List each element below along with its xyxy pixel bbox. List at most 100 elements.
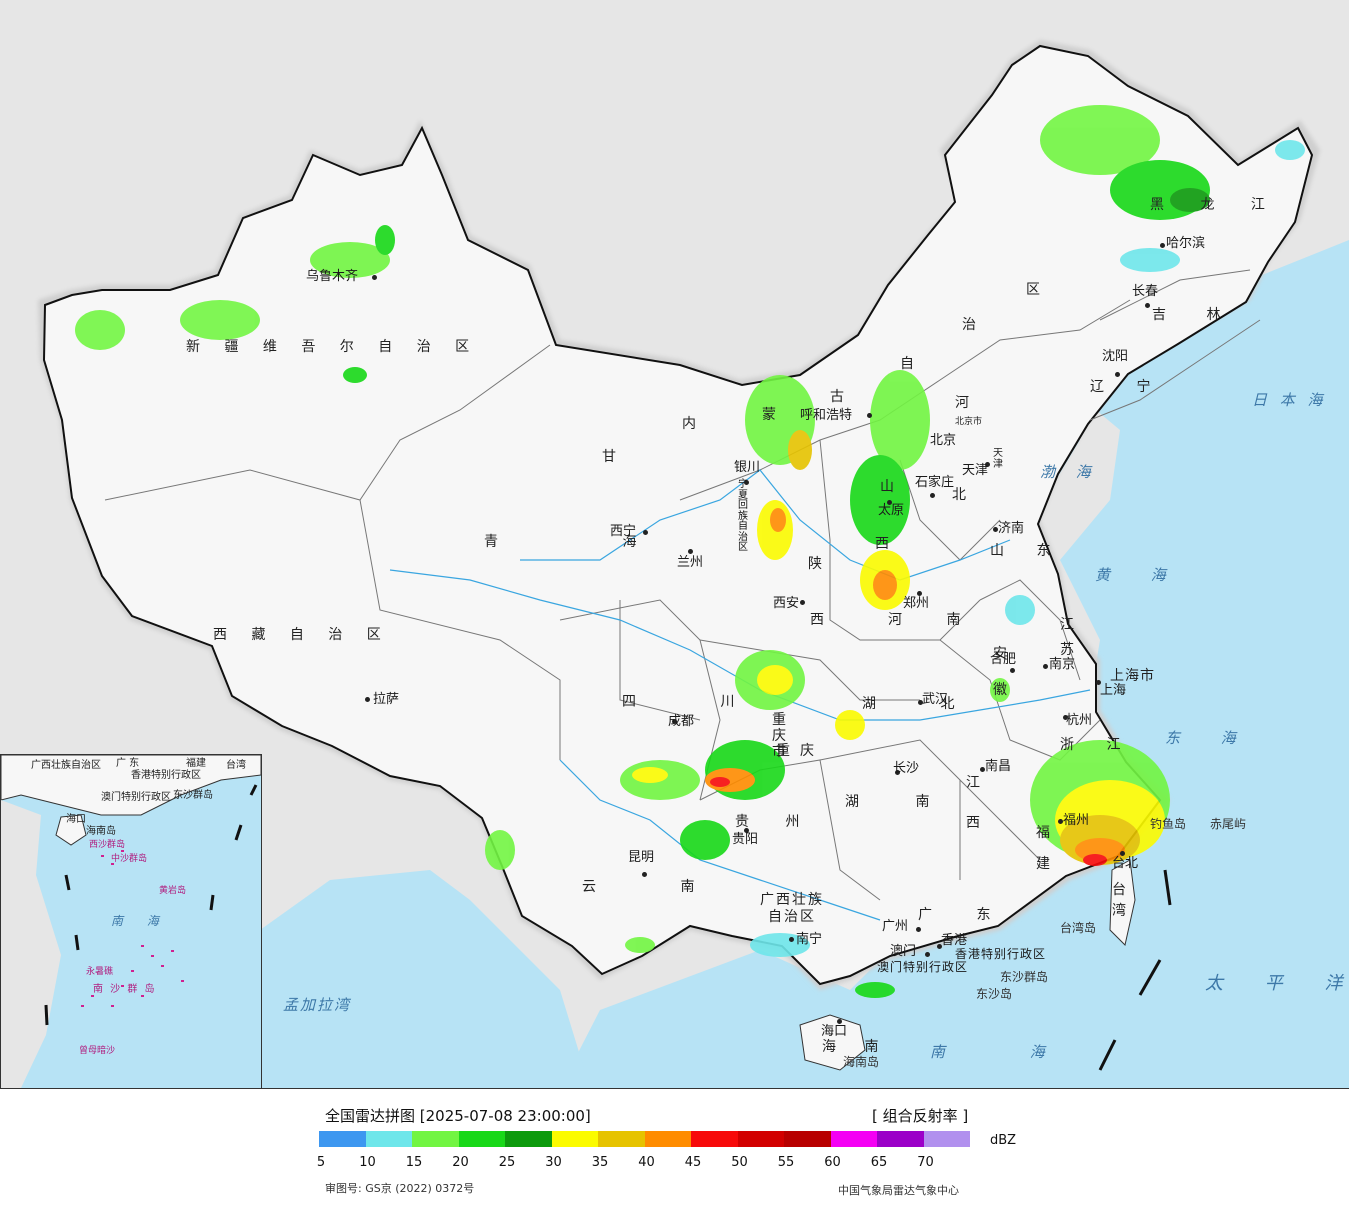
legend-tick-label: 60 (824, 1155, 841, 1170)
legend-swatch (319, 1131, 366, 1147)
city-macao: 澳门 (890, 944, 917, 959)
province-chongqing: 重 庆 市 (772, 712, 786, 761)
inset-label: 永暑礁 (86, 967, 114, 977)
city-dot (837, 1019, 842, 1024)
city-dot (372, 275, 377, 280)
province-gansu: 甘 (602, 449, 626, 465)
city-xian: 西安 (773, 596, 800, 611)
province-hainan: 海 南 (822, 1039, 891, 1055)
city-shanghai: 上海 (1100, 683, 1127, 698)
inset-label: 澳门特别行政区 (101, 792, 171, 803)
map-graphics (38, 40, 1349, 1088)
city-dot (789, 937, 794, 942)
city-dot (1145, 303, 1150, 308)
inset-label: 中沙群岛 (111, 854, 148, 864)
legend-tick-label: 5 (316, 1155, 326, 1170)
sea-east (560, 260, 1349, 1088)
city-dot (1043, 664, 1048, 669)
city-dot (895, 770, 900, 775)
legend-tick-label: 15 (405, 1155, 423, 1170)
city-taiyuan: 太原 (878, 503, 905, 518)
inset-label: 海南岛 (86, 826, 116, 837)
city-dot (918, 700, 923, 705)
city-lanzhou: 兰州 (677, 555, 704, 570)
sea-yellow-label: 黄 海 (1095, 566, 1184, 584)
city-dot (925, 952, 930, 957)
city-dot (688, 549, 693, 554)
map-approval-number: 审图号: GS京 (2022) 0372号 (325, 1182, 475, 1195)
province-guangxi: 广西壮族 (760, 892, 824, 908)
city-beijing: 北京 (930, 433, 957, 448)
inset-label: 曾母暗沙 (79, 1046, 116, 1056)
legend-tick-label: 40 (638, 1155, 655, 1170)
legend-swatch (830, 1131, 877, 1147)
city-dot (643, 530, 648, 535)
province-xi: 西 (875, 536, 899, 552)
province-heilongjiang: 黑 龙 江 (1150, 197, 1281, 213)
legend-swatch (644, 1131, 691, 1147)
legend-tick-label: 30 (545, 1155, 562, 1170)
inset-label: 南 沙 群 岛 (93, 984, 157, 995)
city-dot (800, 600, 805, 605)
city-dot (930, 493, 935, 498)
legend-swatch (784, 1131, 831, 1147)
island-chiwei: 赤尾屿 (1210, 817, 1247, 831)
province-xizang: 西 藏 自 治 区 (213, 627, 391, 643)
inset-label: 西沙群岛 (89, 840, 126, 850)
province-shan: 山 (880, 479, 904, 495)
province-bei: 北 (952, 487, 976, 503)
province-gu: 古 (830, 389, 854, 405)
sea-bohai-label: 渤 海 (1040, 463, 1099, 481)
color-scale-ticks: 5 10 15 20 25 30 35 40 45 50 55 60 65 70 (0, 1155, 1349, 1171)
province-beijing: 北京市 (955, 417, 983, 427)
province-sichuan: 四 川 (622, 694, 775, 710)
city-dot (1115, 372, 1120, 377)
city-nanjing: 南京 (1049, 657, 1076, 672)
legend-tick-label: 65 (870, 1155, 888, 1170)
province-he: 河 (955, 395, 979, 411)
city-hongkong: 香港 (941, 933, 968, 948)
city-haikou: 海口 (821, 1024, 848, 1039)
province-jiangxi-xi: 西 (966, 815, 990, 831)
legend-swatch (691, 1131, 738, 1147)
province-shanghai: 上海市 (1110, 668, 1155, 684)
province-jiang: 江 (966, 775, 990, 791)
province-zi: 自 (900, 356, 924, 372)
legend-swatch (737, 1131, 784, 1147)
legend-swatch (365, 1131, 412, 1147)
province-zhejiang: 浙 江 (1060, 737, 1135, 753)
island-dongsha: 东沙岛 (976, 987, 1013, 1001)
province-zhi: 治 (962, 317, 986, 333)
legend-unit: dBZ (990, 1133, 1017, 1148)
city-dot (980, 767, 985, 772)
city-changsha: 长沙 (893, 761, 920, 776)
city-changchun: 长春 (1132, 284, 1159, 299)
inset-label: 东沙群岛 (173, 790, 213, 801)
legend-tick-label: 50 (731, 1155, 748, 1170)
legend-swatch (458, 1131, 505, 1147)
legend-tick-label: 70 (917, 1155, 934, 1170)
province-tianjin: 天 津 (993, 448, 1003, 470)
sea-pacific-label: 太 平 洋 (1205, 973, 1349, 994)
province-hunan: 湖 南 (845, 794, 956, 810)
city-dot (985, 462, 990, 467)
province-shaan: 陕 (808, 556, 832, 572)
legend-swatch (877, 1131, 924, 1147)
city-shenyang: 沈阳 (1102, 349, 1129, 364)
sea-east-label: 东 海 (1165, 729, 1254, 747)
legend-tick-label: 35 (591, 1155, 609, 1170)
province-liaoning: 辽 宁 (1090, 379, 1165, 395)
island-diaoyu: 钓鱼岛 (1150, 817, 1187, 831)
city-dot (642, 872, 647, 877)
city-chengdu: 成都 (668, 714, 695, 729)
south-china-sea-inset: 广西壮族自治区 广 东 福建 台湾 香港特别行政区 澳门特别行政区 东沙群岛 海… (0, 754, 262, 1088)
radar-echoes (75, 105, 1305, 998)
province-jiangsu: 江 苏 (1060, 617, 1074, 659)
inset-label: 黄岩岛 (159, 886, 187, 896)
island-taiwan: 台湾岛 (1060, 921, 1097, 935)
city-yinchuan: 银川 (734, 460, 761, 475)
city-wuhan: 武汉 (922, 692, 949, 707)
city-urumqi: 乌鲁木齐 (306, 269, 359, 284)
inset-label: 广西壮族自治区 (31, 760, 101, 771)
legend-tick-label: 55 (777, 1155, 795, 1170)
